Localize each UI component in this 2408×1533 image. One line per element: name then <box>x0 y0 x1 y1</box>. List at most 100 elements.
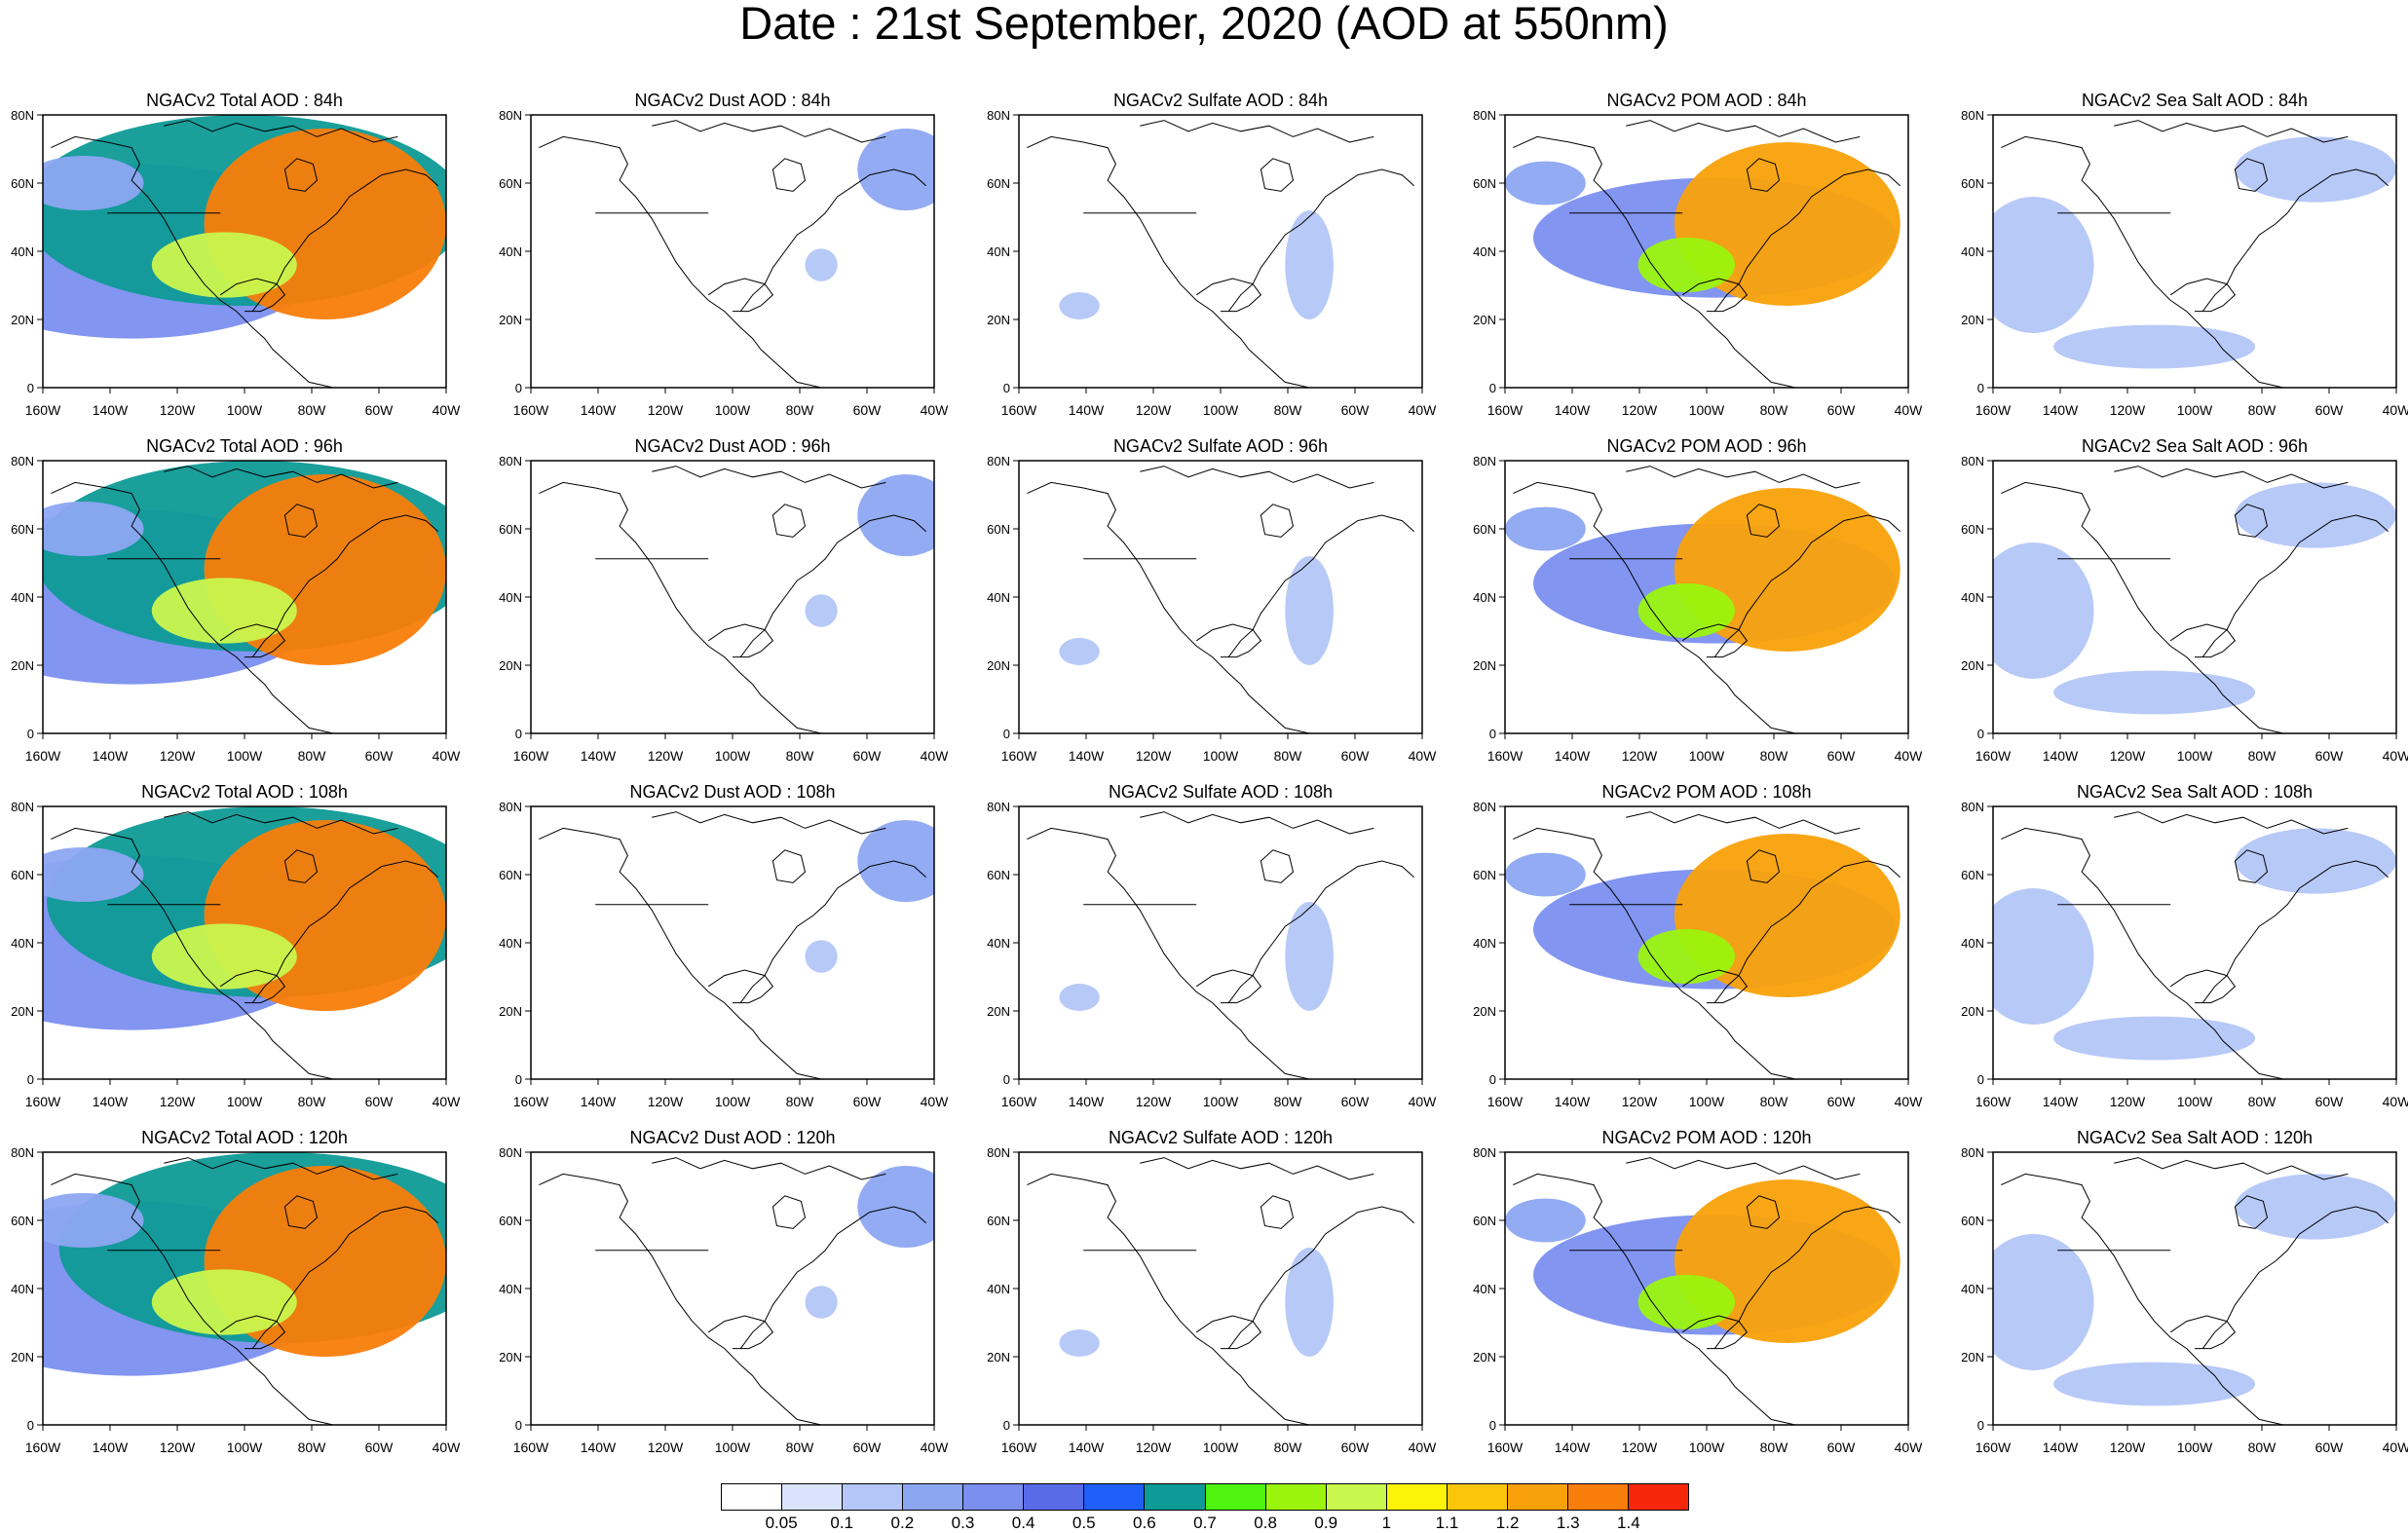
lat-label: 60N <box>499 868 522 882</box>
colorbar-label: 0.5 <box>1072 1514 1096 1532</box>
map-panel: NGACv2 Sulfate AOD : 120h 0 20N 40N 60N 80N 16… <box>987 1128 1437 1455</box>
lat-label: 60N <box>11 1214 34 1228</box>
lon-label: 100W <box>715 1094 751 1109</box>
lat-label: 60N <box>1473 176 1496 191</box>
lon-label: 120W <box>1622 1094 1658 1109</box>
lon-label: 160W <box>1487 1440 1524 1455</box>
lat-label: 20N <box>499 1004 522 1019</box>
aod-patch <box>43 847 144 902</box>
aod-patch <box>1993 197 2094 333</box>
lat-label: 0 <box>515 1072 522 1087</box>
map-panel: NGACv2 Sulfate AOD : 84h 0 20N 40N 60N 80N 160… <box>987 91 1437 418</box>
colorbar-label: 0.3 <box>951 1514 975 1532</box>
panel-title: NGACv2 Sea Salt AOD : 108h <box>2077 782 2313 802</box>
lat-label: 40N <box>11 244 34 259</box>
lon-label: 80W <box>1274 402 1303 418</box>
lon-label: 80W <box>298 1094 327 1109</box>
lon-label: 140W <box>93 402 129 418</box>
coastline <box>51 811 439 1079</box>
lon-label: 40W <box>921 402 950 418</box>
lon-label: 140W <box>1555 402 1591 418</box>
lat-label: 60N <box>1961 868 1984 882</box>
lon-label: 160W <box>1487 1094 1524 1109</box>
lat-label: 0 <box>1977 1072 1984 1087</box>
lon-label: 160W <box>513 1094 549 1109</box>
lon-label: 60W <box>365 1440 395 1455</box>
colorbar <box>721 1483 1689 1511</box>
lon-label: 80W <box>1274 1094 1303 1109</box>
map-panel: NGACv2 Dust AOD : 120h 0 20N 40N 60N 80N 160W 1… <box>499 1128 949 1455</box>
lat-label: 0 <box>1003 1072 1010 1087</box>
lat-label: 60N <box>11 868 34 882</box>
lon-label: 140W <box>581 1440 617 1455</box>
lat-label: 80N <box>11 108 34 123</box>
lon-label: 160W <box>25 748 61 764</box>
lon-label: 80W <box>1760 1440 1789 1455</box>
lon-label: 60W <box>1827 748 1857 764</box>
panel-title: NGACv2 POM AOD : 96h <box>1606 436 1806 456</box>
lon-label: 100W <box>1689 748 1725 764</box>
lon-label: 40W <box>1409 748 1438 764</box>
aod-patch <box>2235 1174 2396 1240</box>
coastline <box>1513 1157 1901 1425</box>
coastline <box>1027 1157 1415 1425</box>
lat-label: 0 <box>1003 727 1010 741</box>
colorbar-cell <box>903 1484 964 1510</box>
coastline <box>539 466 927 733</box>
lon-label: 80W <box>1760 1094 1789 1109</box>
lon-label: 120W <box>1136 1440 1172 1455</box>
aod-patch <box>151 232 297 298</box>
lon-label: 120W <box>648 1094 684 1109</box>
lon-label: 160W <box>1975 1440 2012 1455</box>
lon-label: 60W <box>1827 1440 1857 1455</box>
map-panel: NGACv2 Sea Salt AOD : 120h 0 20N 40N 60N 80N 1… <box>1961 1128 2408 1455</box>
lat-label: 80N <box>987 800 1010 814</box>
lon-label: 160W <box>1975 1094 2012 1109</box>
lat-label: 80N <box>987 454 1010 468</box>
panel-title: NGACv2 Sulfate AOD : 120h <box>1109 1128 1333 1147</box>
map-panel: NGACv2 Dust AOD : 84h 0 20N 40N 60N 80N 160W 14… <box>499 91 950 418</box>
lon-label: 100W <box>2177 1440 2213 1455</box>
lat-label: 20N <box>987 313 1010 327</box>
lon-label: 100W <box>227 748 263 764</box>
lat-label: 40N <box>1473 1282 1496 1296</box>
lat-label: 40N <box>11 936 34 951</box>
lon-label: 140W <box>1555 748 1591 764</box>
lon-label: 80W <box>1760 748 1789 764</box>
lon-label: 40W <box>2383 1094 2408 1109</box>
lat-label: 40N <box>1961 1282 1984 1296</box>
lat-label: 80N <box>499 108 522 123</box>
lon-label: 60W <box>1341 748 1371 764</box>
colorbar-label: 0.8 <box>1254 1514 1277 1532</box>
map-panel: NGACv2 Total AOD : 108h 0 20N 40N 60N 80N 160W… <box>11 782 461 1109</box>
aod-patch <box>43 156 144 210</box>
lon-label: 160W <box>1975 402 2012 418</box>
lon-label: 120W <box>648 748 684 764</box>
coastline <box>1027 811 1415 1079</box>
lon-label: 80W <box>786 1094 815 1109</box>
lat-label: 60N <box>1473 1214 1496 1228</box>
lat-label: 40N <box>499 1282 522 1296</box>
lon-label: 140W <box>2043 1094 2079 1109</box>
lon-label: 80W <box>2248 1094 2277 1109</box>
coastline <box>2001 811 2389 1079</box>
lat-label: 20N <box>1961 658 1984 673</box>
lon-label: 80W <box>2248 1440 2277 1455</box>
lon-label: 140W <box>2043 402 2079 418</box>
lon-label: 60W <box>853 402 883 418</box>
lat-label: 40N <box>987 1282 1010 1296</box>
colorbar-cell <box>843 1484 904 1510</box>
aod-patch <box>1505 852 1586 897</box>
aod-patch <box>857 1166 934 1248</box>
lon-label: 140W <box>1555 1440 1591 1455</box>
colorbar-cell <box>722 1484 783 1510</box>
aod-patch <box>1285 1248 1334 1357</box>
lon-label: 60W <box>853 1440 883 1455</box>
lat-label: 60N <box>987 868 1010 882</box>
aod-patch <box>2235 482 2396 548</box>
aod-patch <box>151 578 297 644</box>
colorbar-label: 1.2 <box>1495 1514 1520 1532</box>
lat-label: 0 <box>1977 1418 1984 1433</box>
lat-label: 80N <box>1961 108 1984 123</box>
colorbar-label: 1 <box>1381 1514 1392 1532</box>
